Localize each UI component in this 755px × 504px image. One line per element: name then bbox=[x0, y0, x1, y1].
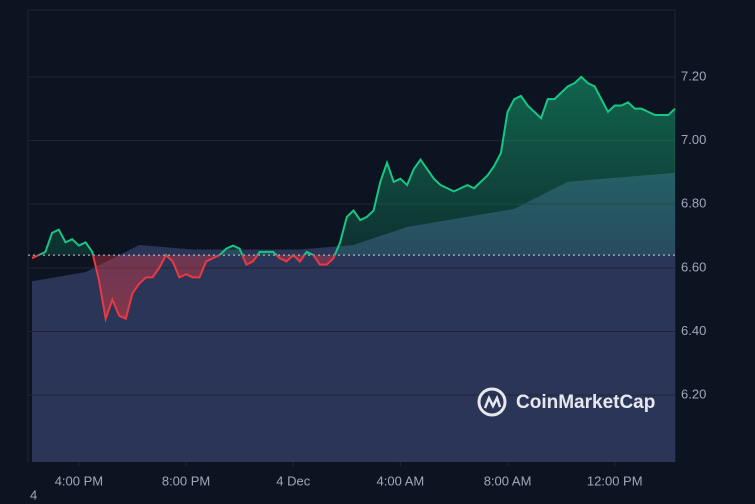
logo bbox=[477, 387, 507, 417]
x-tick-label: 8:00 AM bbox=[484, 473, 532, 488]
y-tick-label: 6.40 bbox=[681, 323, 706, 338]
logo-mark bbox=[483, 394, 502, 409]
x-tick-label: 4:00 PM bbox=[55, 473, 103, 488]
y-tick-label: 6.60 bbox=[681, 259, 706, 274]
watermark-text: CoinMarketCap bbox=[516, 392, 655, 413]
area-down bbox=[32, 255, 675, 319]
price-line-down bbox=[31, 255, 336, 323]
price-line-up bbox=[36, 75, 676, 256]
y-tick-label: 6.80 bbox=[681, 196, 706, 211]
watermark: CoinMarketCap bbox=[477, 387, 655, 417]
y-tick-label: 6.20 bbox=[681, 387, 706, 402]
corner-label: 4 bbox=[30, 487, 37, 502]
y-tick-label: 7.20 bbox=[681, 68, 706, 83]
x-tick-label: 8:00 PM bbox=[162, 473, 210, 488]
x-tick-label: 4 Dec bbox=[276, 473, 310, 488]
x-tick-label: 4:00 AM bbox=[377, 473, 425, 488]
y-tick-label: 7.00 bbox=[681, 132, 706, 147]
x-tick-label: 12:00 PM bbox=[587, 473, 643, 488]
area-up bbox=[38, 76, 675, 256]
